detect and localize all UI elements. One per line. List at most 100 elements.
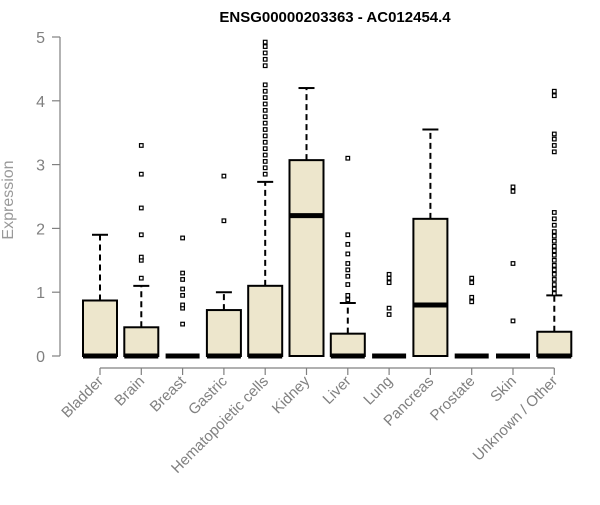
outlier-point	[551, 291, 557, 296]
y-tick-label: 0	[36, 349, 45, 366]
outlier-point	[386, 280, 392, 286]
outlier-point	[551, 143, 557, 148]
outlier-point	[551, 257, 557, 263]
outlier-point	[551, 243, 557, 249]
box-kidney	[288, 87, 325, 357]
outlier-point	[345, 282, 351, 287]
outlier-point	[510, 184, 516, 190]
outlier-point	[345, 292, 351, 298]
outlier-point	[262, 127, 268, 132]
outlier-point	[345, 155, 351, 161]
box-rect	[329, 332, 366, 358]
outlier-point	[551, 267, 557, 273]
outlier-point	[138, 171, 144, 177]
outlier-point	[262, 44, 268, 49]
outlier-point	[262, 146, 268, 152]
x-tick-label: Lung	[360, 373, 396, 409]
outlier-point	[386, 312, 392, 317]
box-rect	[82, 299, 118, 357]
outlier-point	[551, 263, 557, 268]
box-unknown-other	[536, 88, 573, 359]
box-breast	[165, 235, 200, 359]
outlier-point	[551, 149, 557, 155]
outlier-point	[551, 136, 557, 142]
x-tick-label: Brain	[111, 373, 148, 410]
box-skin	[496, 184, 530, 359]
outlier-point	[262, 82, 268, 88]
outlier-point	[551, 252, 557, 258]
outlier-point	[345, 232, 351, 238]
outlier-point	[262, 88, 268, 94]
box-liver	[329, 155, 366, 359]
box-rect	[288, 159, 325, 357]
outlier-point	[510, 318, 516, 324]
outlier-point	[262, 95, 268, 101]
outlier-point	[262, 171, 268, 177]
outlier-point	[262, 120, 268, 126]
outlier-point	[551, 93, 557, 99]
outlier-point	[262, 56, 268, 62]
outlier-point	[138, 275, 144, 281]
outlier-point	[262, 50, 268, 56]
outlier-point	[180, 277, 186, 282]
x-tick-label: Skin	[487, 373, 520, 406]
box-rect	[536, 330, 573, 358]
outlier-point	[345, 273, 351, 279]
outlier-point	[262, 159, 268, 164]
y-tick-label: 1	[36, 285, 45, 302]
outlier-point	[551, 131, 557, 137]
box-brain	[123, 143, 160, 359]
chart-title: ENSG00000203363 - AC012454.4	[219, 9, 451, 26]
outlier-point	[386, 271, 392, 277]
outlier-point	[262, 165, 268, 171]
outlier-point	[551, 286, 557, 292]
outlier-point	[551, 222, 557, 228]
outlier-point	[345, 261, 351, 266]
outlier-point	[551, 216, 557, 222]
outlier-point	[262, 152, 268, 158]
outlier-point	[221, 173, 227, 179]
boxes	[82, 39, 573, 359]
box-lung	[372, 271, 407, 359]
outlier-point	[469, 299, 475, 305]
outlier-point	[551, 210, 557, 215]
x-tick-label: Liver	[320, 373, 355, 408]
outlier-point	[138, 254, 144, 260]
outlier-point	[180, 235, 186, 241]
box-bladder	[82, 233, 118, 359]
y-tick-label: 4	[36, 94, 45, 111]
outlier-point	[262, 133, 268, 139]
x-tick-label: Breast	[147, 372, 190, 415]
x-tick-label: Prostate	[427, 373, 479, 425]
outlier-point	[510, 188, 516, 194]
box-rect	[247, 284, 284, 358]
box-rect	[123, 326, 160, 358]
outlier-point	[345, 251, 351, 257]
outlier-point	[345, 241, 351, 247]
outlier-point	[551, 277, 557, 282]
outlier-point	[469, 294, 475, 300]
outlier-point	[386, 275, 392, 281]
x-tick-label: Kidney	[269, 372, 314, 417]
box-hematopoietic-cells	[247, 39, 284, 359]
outlier-point	[345, 297, 351, 303]
outlier-point	[180, 292, 186, 298]
box-rect	[412, 217, 449, 357]
y-axis-label: Expression	[0, 160, 17, 239]
y-axis: 0 1 2 3 4 5	[36, 30, 61, 366]
outlier-point	[180, 286, 186, 292]
outlier-point	[469, 275, 475, 281]
x-tick-label: Bladder	[58, 373, 107, 422]
box-rect	[205, 309, 242, 357]
outlier-point	[138, 232, 144, 238]
outlier-point	[262, 63, 268, 69]
outlier-point	[551, 238, 557, 244]
outlier-point	[551, 248, 557, 254]
outlier-point	[262, 114, 268, 120]
outlier-point	[551, 88, 557, 94]
outlier-point	[510, 261, 516, 266]
box-gastric	[205, 173, 242, 359]
outlier-point	[180, 270, 186, 276]
outlier-point	[262, 107, 268, 113]
